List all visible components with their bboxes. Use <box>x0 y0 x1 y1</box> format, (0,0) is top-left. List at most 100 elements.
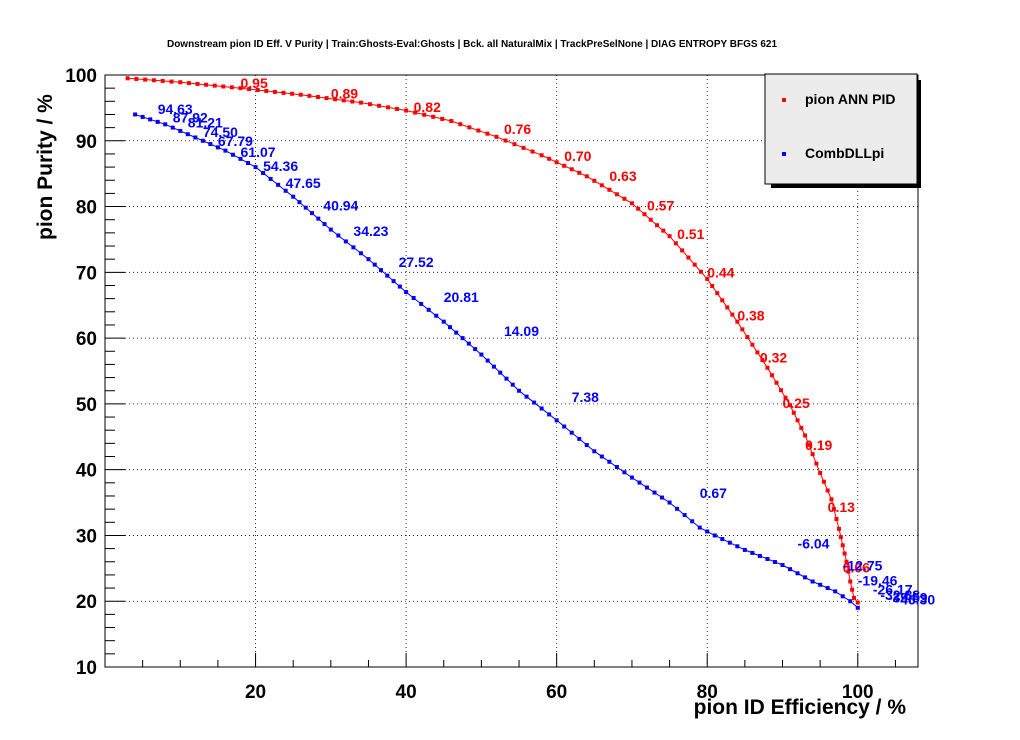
data-point <box>328 227 333 232</box>
data-point <box>272 89 277 94</box>
data-point <box>517 388 522 393</box>
data-point <box>498 370 503 375</box>
data-point <box>291 194 296 199</box>
data-point <box>186 81 191 86</box>
data-point <box>765 365 770 370</box>
point-label: 14.09 <box>504 323 539 339</box>
data-point <box>547 412 552 417</box>
data-point <box>315 94 320 99</box>
data-point <box>667 234 672 239</box>
data-point <box>774 380 779 385</box>
data-point <box>350 99 355 104</box>
chart-grid <box>105 75 918 667</box>
x-tick-label: 100 <box>842 682 874 703</box>
series-layer <box>125 76 860 610</box>
legend-label-1: CombDLLpi <box>805 145 884 161</box>
data-point <box>476 128 481 133</box>
data-point <box>310 211 315 216</box>
legend-marker-1 <box>782 152 786 156</box>
data-point <box>223 148 228 153</box>
data-point <box>413 110 418 115</box>
data-point <box>735 319 740 324</box>
data-point <box>652 490 657 495</box>
data-point <box>772 560 777 565</box>
data-point <box>268 176 273 181</box>
data-point <box>750 342 755 347</box>
data-point <box>521 145 526 150</box>
data-point <box>454 330 459 335</box>
data-point <box>562 163 567 168</box>
point-label: -19.46 <box>858 572 898 588</box>
data-point <box>143 77 148 82</box>
data-point <box>599 454 604 459</box>
data-point <box>148 117 153 122</box>
data-point <box>562 424 567 429</box>
legend: pion ANN PID CombDLLpi <box>764 73 921 188</box>
data-point <box>404 290 409 295</box>
data-point <box>842 551 847 556</box>
data-point <box>404 108 409 113</box>
data-point <box>504 376 509 381</box>
point-label: 0.06 <box>843 559 870 575</box>
point-label: 40.94 <box>323 198 358 214</box>
data-point <box>283 188 288 193</box>
data-point <box>169 79 174 84</box>
data-point <box>281 90 286 95</box>
data-point <box>592 178 597 183</box>
data-point <box>530 149 535 154</box>
data-point <box>221 84 226 89</box>
point-label: -12.75 <box>843 557 883 573</box>
data-point <box>366 257 371 262</box>
data-point <box>757 553 762 558</box>
data-point <box>246 160 251 165</box>
data-point <box>629 201 634 206</box>
data-point <box>690 519 695 524</box>
data-point <box>599 183 604 188</box>
data-point <box>645 485 649 490</box>
data-point <box>554 418 559 423</box>
data-point <box>193 135 198 140</box>
data-point <box>261 171 266 176</box>
data-point <box>215 145 220 150</box>
data-point <box>297 200 302 205</box>
data-point <box>467 125 472 130</box>
data-point <box>307 93 312 98</box>
data-point <box>803 433 808 438</box>
data-point <box>324 96 329 101</box>
data-point <box>491 364 496 369</box>
point-label: 67.79 <box>218 133 253 149</box>
data-point <box>795 418 800 423</box>
data-point <box>710 284 715 289</box>
data-point <box>276 182 281 187</box>
data-point <box>715 291 720 296</box>
data-point <box>238 156 243 161</box>
data-point <box>592 449 597 454</box>
data-point <box>697 525 702 530</box>
data-point <box>855 600 860 605</box>
data-point <box>727 540 732 545</box>
y-tick-label: 10 <box>76 658 97 679</box>
data-point <box>358 100 363 105</box>
data-point <box>673 241 678 246</box>
data-point <box>692 262 697 267</box>
data-point <box>133 112 138 117</box>
data-point <box>395 106 400 111</box>
data-point <box>686 255 691 260</box>
data-point <box>377 103 382 108</box>
axis-ticks: 20 40 60 80 100 10 20 30 40 50 60 70 80 90 100 <box>65 66 896 703</box>
point-label: -32.88 <box>880 587 920 603</box>
data-point <box>178 128 183 133</box>
point-label: 54.36 <box>263 158 298 174</box>
y-tick-label: 20 <box>76 592 97 613</box>
data-point <box>799 425 804 430</box>
data-point <box>494 134 499 139</box>
data-point <box>848 599 853 604</box>
data-point <box>720 537 725 542</box>
y-tick-label: 60 <box>76 329 97 350</box>
data-point <box>253 165 258 170</box>
data-point <box>607 187 612 192</box>
x-tick-label: 80 <box>697 682 718 703</box>
data-point <box>667 500 672 505</box>
y-tick-label: 90 <box>76 132 97 153</box>
